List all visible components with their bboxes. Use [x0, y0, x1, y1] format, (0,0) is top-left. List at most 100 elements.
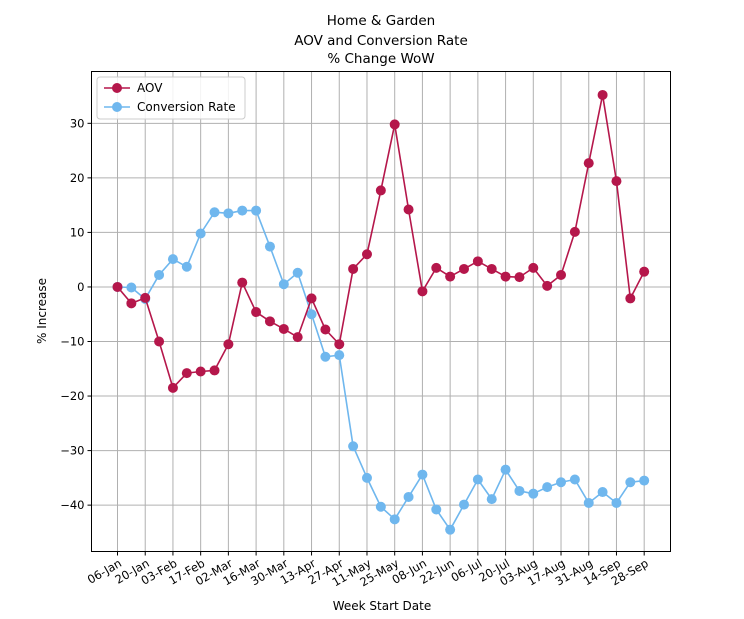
- data-point-conversion-rate: [278, 279, 289, 290]
- data-point-conversion-rate: [500, 464, 511, 475]
- data-point-aov: [556, 269, 567, 280]
- data-point-aov: [431, 262, 442, 273]
- data-point-aov: [181, 368, 192, 379]
- y-tick-label: −40: [60, 498, 84, 512]
- chart-title: Home & Garden AOV and Conversion Rate % …: [294, 13, 468, 67]
- legend-marker-aov: [112, 83, 122, 93]
- data-point-conversion-rate: [486, 494, 497, 505]
- data-point-conversion-rate: [625, 477, 636, 488]
- data-point-conversion-rate: [167, 254, 178, 265]
- data-point-aov: [348, 263, 359, 274]
- legend: AOV Conversion Rate: [96, 76, 246, 120]
- legend-label-aov: AOV: [137, 81, 163, 95]
- legend-label-conversion-rate: Conversion Rate: [137, 100, 236, 114]
- series-aov: [112, 89, 650, 393]
- data-point-conversion-rate: [375, 501, 386, 512]
- data-point-conversion-rate: [528, 488, 539, 499]
- data-point-conversion-rate: [223, 208, 234, 219]
- data-point-aov: [292, 332, 303, 343]
- data-point-aov: [195, 366, 206, 377]
- data-point-conversion-rate: [569, 474, 580, 485]
- chart-title-line-3: % Change WoW: [327, 51, 434, 67]
- data-point-conversion-rate: [209, 207, 220, 218]
- data-point-aov: [445, 271, 456, 282]
- data-point-conversion-rate: [597, 487, 608, 498]
- data-point-aov: [167, 382, 178, 393]
- data-point-conversion-rate: [417, 469, 428, 480]
- data-point-aov: [625, 293, 636, 304]
- data-point-aov: [140, 292, 151, 303]
- data-point-aov: [542, 280, 553, 291]
- data-point-aov: [514, 272, 525, 283]
- plot-frame: [91, 71, 671, 552]
- data-point-conversion-rate: [237, 205, 248, 216]
- series-layer: [112, 89, 650, 535]
- data-point-aov: [112, 281, 123, 292]
- data-point-conversion-rate: [472, 474, 483, 485]
- legend-marker-conversion-rate: [112, 102, 122, 112]
- data-point-conversion-rate: [292, 267, 303, 278]
- data-point-conversion-rate: [431, 504, 442, 515]
- data-point-conversion-rate: [611, 497, 622, 508]
- data-point-aov: [569, 226, 580, 237]
- data-point-aov: [154, 336, 165, 347]
- data-point-aov: [223, 339, 234, 350]
- data-point-conversion-rate: [389, 514, 400, 525]
- legend-box: [96, 76, 246, 120]
- data-point-aov: [528, 262, 539, 273]
- data-point-conversion-rate: [361, 472, 372, 483]
- data-point-conversion-rate: [334, 350, 345, 361]
- data-point-conversion-rate: [556, 477, 567, 488]
- y-tick-label: 20: [70, 171, 85, 185]
- y-axis-label: % Increase: [35, 278, 49, 344]
- data-point-conversion-rate: [320, 351, 331, 362]
- data-point-conversion-rate: [445, 524, 456, 535]
- data-point-aov: [611, 176, 622, 187]
- y-tick-label: −10: [60, 335, 84, 349]
- data-point-aov: [264, 316, 275, 327]
- data-point-conversion-rate: [514, 485, 525, 496]
- data-point-conversion-rate: [542, 482, 553, 493]
- data-point-conversion-rate: [403, 491, 414, 502]
- x-axis-ticks: 06-Jan20-Jan03-Feb17-Feb02-Mar16-Mar30-M…: [85, 551, 651, 589]
- data-point-aov: [639, 266, 650, 277]
- data-point-aov: [389, 119, 400, 130]
- data-point-aov: [278, 323, 289, 334]
- grid-lines: [91, 71, 671, 552]
- data-point-aov: [361, 249, 372, 260]
- data-point-aov: [237, 277, 248, 288]
- data-point-aov: [334, 339, 345, 350]
- data-point-conversion-rate: [154, 269, 165, 280]
- data-point-conversion-rate: [639, 475, 650, 486]
- chart-title-line-1: Home & Garden: [327, 13, 435, 29]
- data-point-conversion-rate: [459, 499, 469, 510]
- y-tick-label: −20: [60, 389, 84, 403]
- y-tick-label: 0: [77, 280, 84, 294]
- data-point-conversion-rate: [583, 497, 594, 508]
- data-point-conversion-rate: [195, 228, 206, 239]
- data-point-aov: [597, 89, 608, 100]
- data-point-aov: [306, 293, 317, 304]
- data-point-conversion-rate: [348, 441, 359, 452]
- y-tick-label: −30: [60, 444, 84, 458]
- series-conversion-rate: [112, 205, 650, 535]
- data-point-conversion-rate: [251, 205, 262, 216]
- data-point-aov: [486, 263, 497, 274]
- data-point-aov: [375, 185, 386, 196]
- data-point-conversion-rate: [264, 241, 275, 252]
- data-point-aov: [417, 286, 428, 297]
- data-point-conversion-rate: [126, 282, 137, 293]
- data-point-conversion-rate: [306, 309, 317, 320]
- data-point-aov: [472, 256, 483, 267]
- data-point-conversion-rate: [181, 261, 192, 272]
- data-point-aov: [583, 158, 594, 169]
- data-point-aov: [459, 263, 469, 274]
- data-point-aov: [403, 204, 414, 215]
- y-tick-label: 30: [70, 116, 85, 130]
- chart-title-line-2: AOV and Conversion Rate: [294, 33, 468, 49]
- data-point-aov: [126, 298, 137, 309]
- y-tick-label: 10: [70, 225, 85, 239]
- x-axis-label: Week Start Date: [333, 599, 432, 613]
- data-point-aov: [320, 324, 331, 335]
